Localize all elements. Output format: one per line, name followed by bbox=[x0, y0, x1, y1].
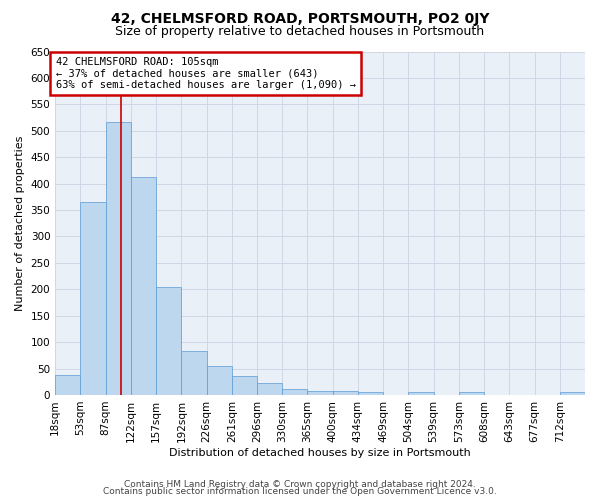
Bar bbox=[131, 176, 156, 395]
X-axis label: Distribution of detached houses by size in Portsmouth: Distribution of detached houses by size … bbox=[169, 448, 471, 458]
Bar bbox=[409, 392, 434, 395]
Bar bbox=[106, 122, 131, 395]
Text: Contains public sector information licensed under the Open Government Licence v3: Contains public sector information licen… bbox=[103, 487, 497, 496]
Bar bbox=[307, 390, 332, 395]
Bar bbox=[358, 392, 383, 395]
Bar bbox=[181, 350, 206, 395]
Text: Contains HM Land Registry data © Crown copyright and database right 2024.: Contains HM Land Registry data © Crown c… bbox=[124, 480, 476, 489]
Text: Size of property relative to detached houses in Portsmouth: Size of property relative to detached ho… bbox=[115, 25, 485, 38]
Y-axis label: Number of detached properties: Number of detached properties bbox=[15, 136, 25, 311]
Bar bbox=[55, 375, 80, 395]
Bar bbox=[560, 392, 585, 395]
Bar bbox=[156, 286, 181, 395]
Text: 42, CHELMSFORD ROAD, PORTSMOUTH, PO2 0JY: 42, CHELMSFORD ROAD, PORTSMOUTH, PO2 0JY bbox=[111, 12, 489, 26]
Bar bbox=[282, 389, 307, 395]
Bar bbox=[459, 392, 484, 395]
Bar bbox=[206, 366, 232, 395]
Bar bbox=[80, 202, 106, 395]
Bar bbox=[232, 376, 257, 395]
Bar bbox=[257, 384, 282, 395]
Text: 42 CHELMSFORD ROAD: 105sqm
← 37% of detached houses are smaller (643)
63% of sem: 42 CHELMSFORD ROAD: 105sqm ← 37% of deta… bbox=[56, 57, 356, 90]
Bar bbox=[332, 390, 358, 395]
